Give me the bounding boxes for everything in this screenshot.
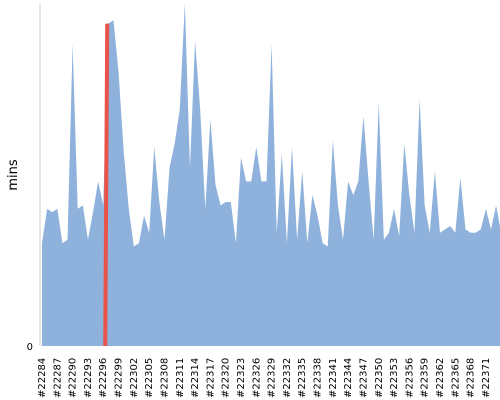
x-tick-label: #22320 — [221, 358, 232, 398]
x-tick-label: #22287 — [52, 358, 63, 398]
area-series — [42, 3, 500, 346]
y-ticks: 0 — [27, 342, 33, 353]
x-tick-label: #22326 — [251, 358, 262, 398]
x-tick-label: #22290 — [68, 358, 79, 398]
x-tick-label: #22368 — [466, 358, 477, 398]
x-tick-label: #22317 — [205, 358, 216, 398]
y-tick-label: 0 — [27, 342, 33, 353]
x-tick-label: #22293 — [83, 358, 94, 398]
x-tick-label: #22359 — [420, 358, 431, 398]
x-tick-label: #22299 — [114, 358, 125, 398]
x-tick-label: #22341 — [328, 358, 339, 398]
x-tick-label: #22353 — [389, 358, 400, 398]
x-ticks: #22284 #22287 #22290 #22293 #22296 #22299 #223… — [37, 358, 492, 398]
x-tick-label: #22332 — [282, 358, 293, 398]
x-tick-label: #22311 — [175, 358, 186, 398]
x-tick-label: #22338 — [313, 358, 324, 398]
x-tick-label: #22284 — [37, 358, 48, 398]
x-tick-label: #22350 — [374, 358, 385, 398]
x-tick-label: #22347 — [358, 358, 369, 398]
x-tick-label: #22329 — [267, 358, 278, 398]
x-tick-label: #22302 — [129, 358, 140, 398]
highlight-marker — [103, 23, 110, 347]
x-tick-label: #22362 — [435, 358, 446, 398]
x-tick-label: #22308 — [159, 358, 170, 398]
area-layer — [42, 3, 500, 346]
x-tick-label: #22344 — [343, 358, 354, 398]
y-axis-label: mins — [6, 159, 21, 191]
highlight-layer — [103, 23, 110, 347]
x-tick-label: #22323 — [236, 358, 247, 398]
x-tick-label: #22314 — [190, 358, 201, 398]
x-tick-label: #22365 — [450, 358, 461, 398]
x-tick-label: #22296 — [98, 358, 109, 398]
x-tick-label: #22371 — [481, 358, 492, 398]
x-tick-label: #22335 — [297, 358, 308, 398]
x-tick-label: #22356 — [404, 358, 415, 398]
x-tick-label: #22305 — [144, 358, 155, 398]
